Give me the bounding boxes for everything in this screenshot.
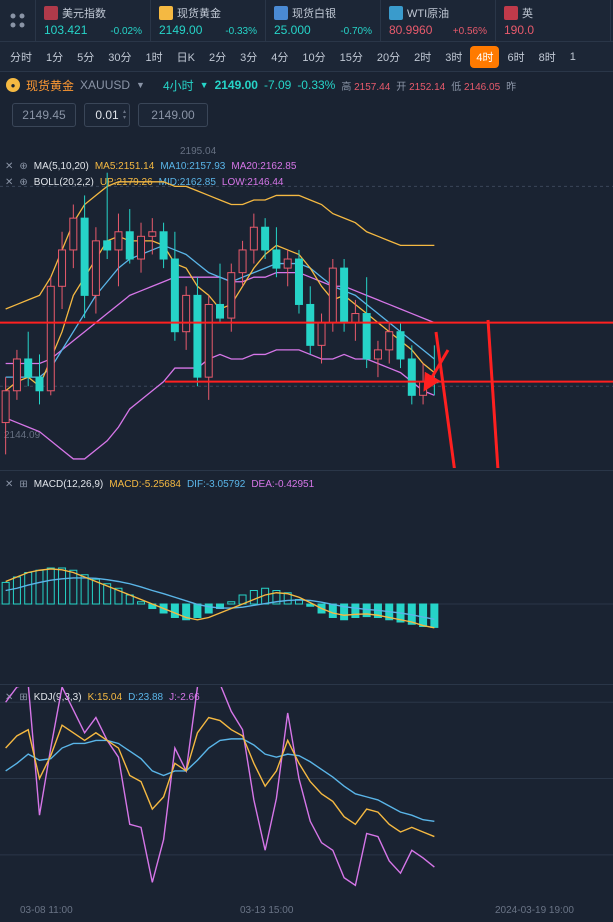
chevron-down-icon[interactable]: ▼: [200, 80, 209, 90]
ticker-cell[interactable]: WTI原油 80.9960+0.56%: [381, 0, 496, 41]
timeframe-button[interactable]: 1: [564, 48, 582, 66]
timeframe-button[interactable]: 20分: [371, 46, 406, 68]
timeframe-button[interactable]: 1时: [140, 46, 169, 68]
chevron-down-icon[interactable]: ▼: [136, 80, 145, 90]
timeframe-button[interactable]: 4时: [470, 46, 499, 68]
timeframe-label[interactable]: 4小时: [163, 77, 194, 94]
timeframe-button[interactable]: 30分: [102, 46, 137, 68]
ticker-cell[interactable]: 英 190.0: [496, 0, 611, 41]
timeframe-row: 分时1分5分30分1时日K2分3分4分10分15分20分2时3时4时6时8时1: [0, 42, 613, 72]
candle-chart[interactable]: [0, 150, 613, 468]
timeframe-button[interactable]: 日K: [171, 46, 201, 68]
ohlc-low: 低 2146.05: [451, 78, 500, 93]
instrument-symbol: XAUUSD: [80, 78, 130, 92]
menu-icon[interactable]: [0, 0, 36, 41]
x-tick: 2024-03-19 19:00: [495, 905, 574, 916]
timeframe-button[interactable]: 3时: [439, 46, 468, 68]
panel-divider: [0, 470, 613, 471]
timeframe-button[interactable]: 2时: [408, 46, 437, 68]
timeframe-button[interactable]: 6时: [501, 46, 530, 68]
x-tick: 03-13 15:00: [240, 905, 293, 916]
timeframe-button[interactable]: 2分: [203, 46, 232, 68]
qty-stepper[interactable]: 0.01: [84, 103, 130, 127]
instrument-delta: -7.09: [264, 78, 291, 92]
instrument-name[interactable]: 现货黄金: [26, 77, 74, 94]
timeframe-button[interactable]: 8时: [533, 46, 562, 68]
ticker-cell[interactable]: 现货白银 25.000-0.70%: [266, 0, 381, 41]
ticker-row: 美元指数 103.421-0.02% 现货黄金 2149.00-0.33% 现货…: [0, 0, 613, 42]
timeframe-button[interactable]: 4分: [265, 46, 294, 68]
timeframe-button[interactable]: 分时: [4, 46, 38, 68]
kdj-chart[interactable]: [0, 687, 613, 893]
timeframe-button[interactable]: 10分: [296, 46, 331, 68]
x-tick: 03-08 11:00: [20, 905, 73, 916]
x-axis: 03-08 11:00 03-13 15:00 2024-03-19 19:00: [0, 898, 613, 922]
ohlc-high: 高 2157.44: [341, 78, 390, 93]
sell-button[interactable]: 2149.45: [12, 103, 76, 127]
macd-chart[interactable]: [0, 474, 613, 683]
timeframe-button[interactable]: 5分: [71, 46, 100, 68]
timeframe-button[interactable]: 1分: [40, 46, 69, 68]
ohlc-close-label: 昨: [506, 78, 516, 93]
ticker-cell[interactable]: 美元指数 103.421-0.02%: [36, 0, 151, 41]
ticker-cell[interactable]: 现货黄金 2149.00-0.33%: [151, 0, 266, 41]
buy-button[interactable]: 2149.00: [138, 103, 208, 127]
instrument-price: 2149.00: [215, 78, 258, 92]
panel-divider: [0, 684, 613, 685]
control-row: 2149.45 0.01 2149.00: [0, 98, 613, 132]
instrument-pct: -0.33%: [297, 78, 335, 92]
gold-icon: ●: [6, 78, 20, 92]
ohlc-open: 开 2152.14: [396, 78, 445, 93]
timeframe-button[interactable]: 3分: [234, 46, 263, 68]
timeframe-button[interactable]: 15分: [334, 46, 369, 68]
instrument-header: ● 现货黄金 XAUUSD ▼ 4小时 ▼ 2149.00 -7.09 -0.3…: [0, 72, 613, 98]
